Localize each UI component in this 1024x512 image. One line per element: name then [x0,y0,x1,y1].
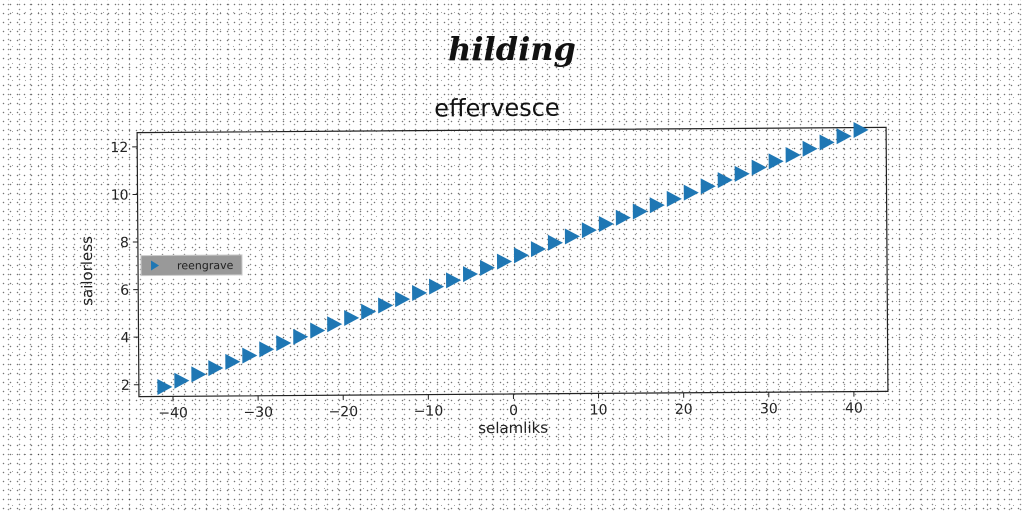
data-point [191,366,207,383]
y-axis-label: sailorless [78,236,96,306]
data-point [225,353,241,370]
data-point [310,322,326,339]
data-point [242,347,258,364]
y-tick-label: 8 [120,235,129,251]
legend-marker [150,260,160,271]
data-point [734,165,750,182]
data-point [819,134,835,151]
legend-box [140,254,243,277]
data-point [547,234,563,251]
data-point [496,253,512,270]
data-point [293,328,309,345]
x-tick-label: 40 [845,401,863,417]
data-point [462,266,479,283]
data-point [479,259,496,276]
data-point [768,153,784,170]
x-ticks: −40 −30 −20 −10 0 10 20 30 40 [158,391,863,421]
data-point [157,378,173,395]
data-point [395,291,411,308]
y-tick-label: 6 [120,283,129,299]
figure-suptitle: hilding [448,30,576,68]
data-point [717,172,733,189]
y-ticks: 2 4 6 8 10 12 [110,140,139,394]
x-tick-label: 10 [590,402,608,418]
data-point [530,241,546,258]
data-point [361,303,377,320]
x-tick-label: −10 [414,403,444,419]
x-tick-label: 0 [509,403,518,419]
data-point [446,272,462,289]
data-point [751,159,767,176]
data-point [174,372,190,389]
data-point [598,216,614,233]
data-point [666,190,682,207]
chart-title: effervesce [434,94,560,123]
legend: reengrave [140,254,243,277]
series-markers [157,121,869,395]
legend-label: reengrave [177,259,234,272]
data-point [802,140,818,157]
y-tick-label: 10 [111,188,129,204]
x-tick-label: 20 [675,402,693,418]
data-point [429,278,445,295]
data-point [564,228,580,245]
data-point [378,297,394,314]
x-tick-label: 30 [760,401,778,417]
data-point [581,222,597,239]
y-tick-label: 12 [110,140,128,156]
data-point [853,121,869,138]
data-point [785,147,801,164]
y-tick-label: 4 [121,330,130,346]
y-tick-label: 2 [121,378,130,394]
data-point [513,247,529,264]
data-point [632,203,648,220]
chart-axes-group: effervesce −40 −30 −20 −10 0 10 20 30 40 2 4 6 8 10 1… [78,94,889,437]
data-point [700,178,716,195]
x-tick-label: −40 [158,405,188,421]
data-point [327,316,343,333]
data-point [208,360,224,377]
data-point [649,197,665,214]
x-tick-label: −20 [329,404,359,420]
data-point [683,184,699,201]
x-axis-label: selamliks [478,419,548,437]
data-point [276,335,292,352]
data-point [412,284,428,301]
x-tick-label: −30 [243,405,273,421]
data-point [836,128,852,145]
data-point [259,341,275,358]
data-point [344,310,360,327]
data-point [615,209,631,226]
